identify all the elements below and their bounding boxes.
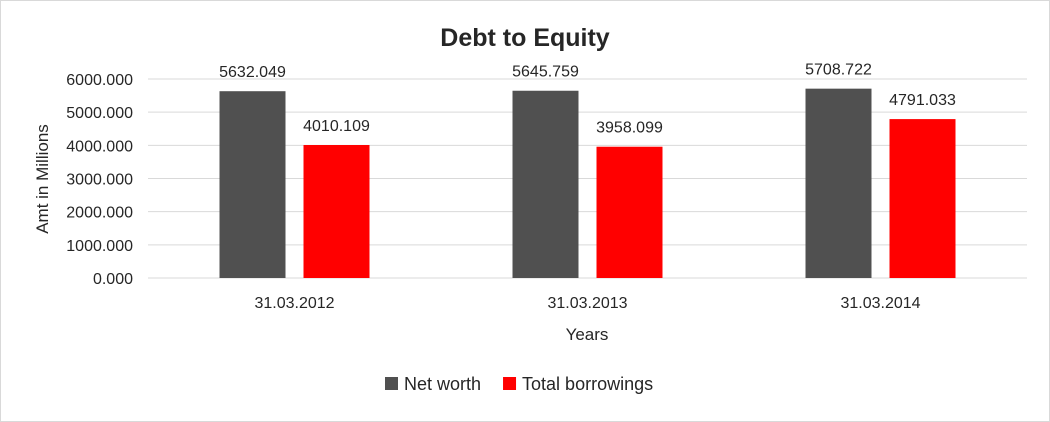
x-axis-ticks: 31.03.2012 31.03.2013 31.03.2014 [254,295,920,312]
bar-net-worth [805,88,872,278]
legend-label: Net worth [404,374,481,394]
legend-swatch [503,377,517,390]
bar-total-borrowings [889,119,956,278]
y-tick-label: 1000.000 [66,238,133,255]
bar-net-worth [512,90,579,278]
data-label: 5645.759 [512,64,579,81]
data-label: 4010.109 [303,118,370,135]
bar-total-borrowings [596,146,663,278]
y-axis-title: Amt in Millions [33,124,52,234]
chart-title: Debt to Equity [440,24,610,52]
gridlines [148,78,1027,279]
legend-swatch [385,377,398,390]
bar-net-worth [219,91,286,278]
legend: Net worth Total borrowings [385,374,653,394]
data-label: 4791.033 [889,92,956,109]
data-label: 3958.099 [596,120,663,137]
y-tick-label: 4000.000 [66,138,133,155]
y-tick-label: 3000.000 [66,172,133,189]
data-labels: 5632.049 4010.109 5645.759 3958.099 5708.722… [219,62,956,137]
x-tick-label: 31.03.2014 [840,295,920,312]
data-label: 5632.049 [219,64,286,81]
x-tick-label: 31.03.2013 [547,295,627,312]
bar-total-borrowings [303,144,370,278]
legend-label: Total borrowings [522,374,653,394]
data-label: 5708.722 [805,62,872,79]
x-axis-title: Years [566,325,609,344]
y-tick-label: 0.000 [93,271,133,288]
bars [219,88,956,278]
y-axis-ticks: 0.000 1000.000 2000.000 3000.000 4000.000 500… [66,72,133,288]
y-tick-label: 2000.000 [66,205,133,222]
y-tick-label: 5000.000 [66,105,133,122]
x-tick-label: 31.03.2012 [254,295,334,312]
y-tick-label: 6000.000 [66,72,133,89]
